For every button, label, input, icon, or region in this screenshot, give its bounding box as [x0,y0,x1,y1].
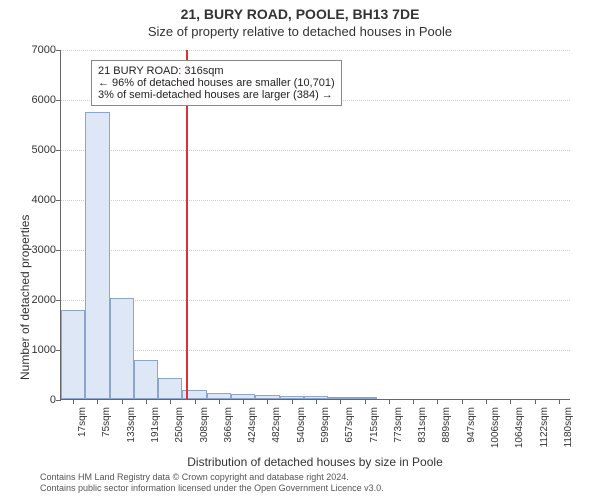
x-tick-label: 947sqm [466,407,477,457]
x-tick-label: 366sqm [223,407,234,457]
y-tick-label: 4000 [16,194,61,206]
x-tick-mark [462,399,463,404]
x-tick-label: 715sqm [369,407,380,457]
histogram-bar [61,310,85,399]
x-tick-mark [97,399,98,404]
x-tick-label: 889sqm [441,407,452,457]
x-tick-mark [73,399,74,404]
x-tick-label: 133sqm [126,407,137,457]
x-tick-mark [437,399,438,404]
x-tick-mark [486,399,487,404]
annotation-line-1: 21 BURY ROAD: 316sqm [98,65,335,77]
x-tick-label: 75sqm [101,407,112,457]
x-tick-mark [413,399,414,404]
page-title: 21, BURY ROAD, POOLE, BH13 7DE [0,0,600,22]
x-tick-label: 1180sqm [563,407,574,457]
x-tick-label: 424sqm [247,407,258,457]
histogram-bar [158,378,182,399]
histogram-bar [134,360,158,399]
x-tick-label: 1064sqm [514,407,525,457]
x-tick-mark [146,399,147,404]
x-tick-label: 482sqm [271,407,282,457]
footnote-line-1: Contains HM Land Registry data © Crown c… [40,472,384,483]
footnote-line-2: Contains public sector information licen… [40,483,384,494]
x-tick-mark [170,399,171,404]
x-tick-mark [267,399,268,404]
y-tick-label: 0 [16,394,61,406]
grid-line [61,250,570,251]
x-tick-mark [243,399,244,404]
annotation-box: 21 BURY ROAD: 316sqm ← 96% of detached h… [91,60,342,106]
grid-line [61,50,570,51]
x-tick-mark [316,399,317,404]
x-tick-mark [559,399,560,404]
x-tick-label: 1006sqm [490,407,501,457]
x-tick-label: 308sqm [199,407,210,457]
histogram-bar [110,298,134,400]
x-tick-label: 1122sqm [539,407,550,457]
x-tick-mark [535,399,536,404]
x-axis-title: Distribution of detached houses by size … [60,455,570,469]
y-axis-title: Number of detached properties [18,215,32,380]
x-tick-label: 191sqm [150,407,161,457]
x-tick-mark [195,399,196,404]
x-tick-label: 599sqm [320,407,331,457]
x-tick-label: 17sqm [77,407,88,457]
x-tick-label: 773sqm [393,407,404,457]
x-tick-mark [292,399,293,404]
annotation-line-3: 3% of semi-detached houses are larger (3… [98,89,335,101]
x-tick-label: 657sqm [344,407,355,457]
footnote: Contains HM Land Registry data © Crown c… [40,472,384,494]
x-tick-label: 250sqm [174,407,185,457]
grid-line [61,200,570,201]
y-tick-label: 6000 [16,94,61,106]
x-tick-mark [122,399,123,404]
grid-line [61,150,570,151]
x-tick-mark [219,399,220,404]
chart-container: 21 BURY ROAD: 316sqm ← 96% of detached h… [60,50,570,400]
y-tick-label: 7000 [16,44,61,56]
x-tick-mark [340,399,341,404]
histogram-bar [85,112,109,400]
page-subtitle: Size of property relative to detached ho… [0,22,600,39]
x-tick-label: 540sqm [296,407,307,457]
x-tick-mark [510,399,511,404]
x-tick-mark [365,399,366,404]
grid-line [61,300,570,301]
annotation-line-2: ← 96% of detached houses are smaller (10… [98,77,335,89]
grid-line [61,350,570,351]
y-tick-label: 5000 [16,144,61,156]
x-tick-label: 831sqm [417,407,428,457]
plot-area: 21 BURY ROAD: 316sqm ← 96% of detached h… [60,50,570,400]
x-tick-mark [389,399,390,404]
